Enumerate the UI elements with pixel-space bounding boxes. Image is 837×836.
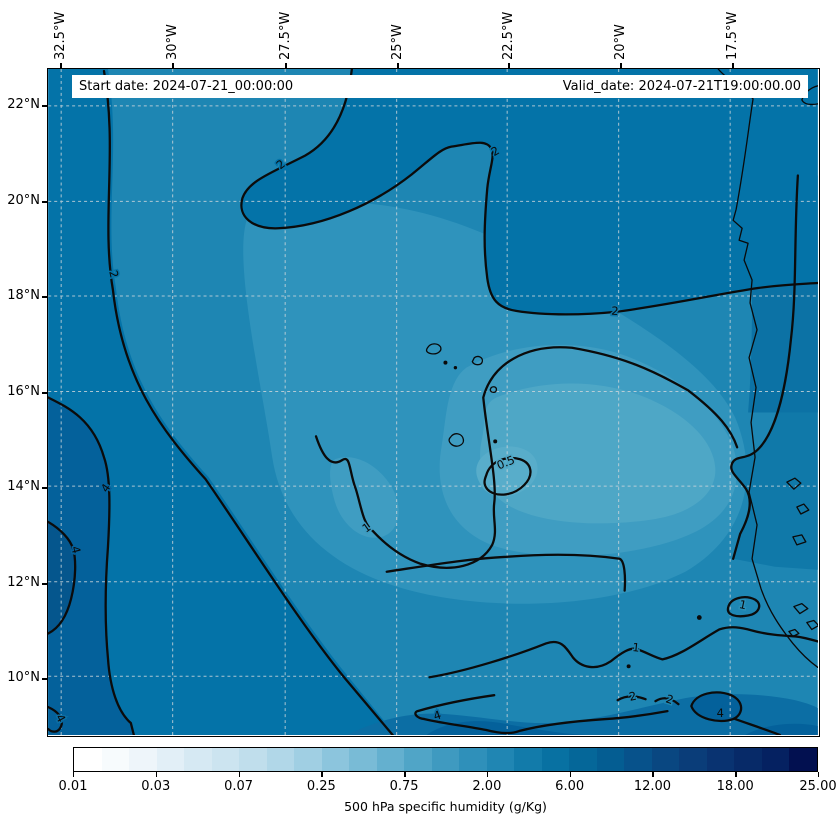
y-tick-label: 16°N [7,384,40,399]
colorbar-segment [184,748,212,771]
valid-date-text: Valid_date: 2024-07-21T19:00:00.00 [562,79,801,94]
colorbar-tick-mark [735,772,737,777]
colorbar-tick-mark [321,772,323,777]
colorbar-tick-label: 0.07 [224,779,254,794]
colorbar-segment [74,748,102,771]
colorbar-segment [129,748,157,771]
fill-light-regions [243,202,747,604]
y-tick-label: 20°N [7,193,40,208]
colorbar-tick-mark [73,772,75,777]
fill-coastal-right-inner [748,283,818,413]
colorbar-tick-mark [569,772,572,777]
colorbar-tick-mark [404,772,406,777]
contour-value-label: 1 [632,640,641,655]
colorbar-tick-label: 0.03 [141,779,171,794]
colorbar-tick-label: 2.00 [472,779,502,794]
x-tick-label: 27.5°W [278,11,293,60]
x-tick-mark [397,63,399,68]
y-tick-mark [42,296,47,298]
colorbar-tick-mark [818,772,820,777]
start-date-text: Start date: 2024-07-21_00:00:00 [79,79,294,94]
title-bar: Start date: 2024-07-21_00:00:00 Valid_da… [72,75,808,98]
colorbar-segment [624,748,652,771]
colorbar-tick-label: 6.00 [555,779,585,794]
y-tick-label: 18°N [7,288,40,303]
grid-lines [48,69,818,735]
x-tick-label: 32.5°W [53,11,68,60]
colorbar-segment [459,748,487,771]
colorbar-segment [596,748,625,771]
colorbar-segment [376,748,405,771]
y-tick-label: 22°N [7,97,40,112]
colorbar-tick-mark [652,772,654,777]
x-tick-label: 30°W [165,24,180,60]
colorbar-tick-label: 0.25 [306,779,336,794]
colorbar-segment [706,748,735,771]
y-tick-mark [42,201,47,203]
colorbar-segment [541,748,570,771]
x-tick-label: 17.5°W [725,11,740,60]
colorbar-segment [569,748,597,771]
colorbar-segment [514,748,542,771]
island-dots [443,360,702,669]
colorbar-tick-label: 12.00 [633,779,672,794]
colorbar-title: 500 hPa specific humidity (g/Kg) [344,799,547,814]
y-tick-label: 10°N [7,670,40,685]
y-tick-mark [42,392,47,394]
colorbar-segment [211,748,240,771]
colorbar-segment [761,748,790,771]
colorbar-segment [349,748,377,771]
colorbar-segment [651,748,680,771]
colorbar-tick-mark [238,772,240,777]
contour-value-label: 2 [611,304,619,318]
colorbar-tick-label: 18.00 [716,779,754,794]
colorbar-tick-label: 25.00 [799,779,837,794]
y-tick-label: 14°N [7,479,40,494]
colorbar [73,747,818,772]
x-tick-mark [60,63,62,68]
x-tick-mark [285,63,287,68]
y-tick-mark [42,487,47,489]
coastlines [425,69,818,668]
y-tick-mark [42,583,47,585]
x-tick-mark [732,63,734,68]
colorbar-tick-label: 0.01 [58,779,88,794]
colorbar-tick-mark [486,772,489,777]
contour-lines [48,69,818,735]
colorbar-segment [266,748,295,771]
colorbar-segment [321,748,350,771]
colorbar-segment [101,748,130,771]
y-tick-mark [42,105,47,107]
colorbar-segment [789,748,817,771]
colorbar-segment [679,748,707,771]
x-tick-mark [508,63,510,68]
contour-value-label: 4 [717,706,724,720]
x-tick-label: 22.5°W [501,11,516,60]
colorbar-segment [734,748,762,771]
x-tick-label: 25°W [390,24,405,60]
x-tick-mark [620,63,622,68]
colorbar-tick-label: 0.75 [389,779,419,794]
colorbar-segment [156,748,185,771]
x-tick-mark [172,63,174,68]
y-tick-mark [42,678,47,680]
y-tick-label: 12°N [7,575,40,590]
colorbar-segment [404,748,432,771]
map-plot-area: 2 2 2 2 0.5 1 1 1 4 4 4 4 4 2 2 [47,68,820,737]
colorbar-tick-mark [155,772,158,777]
colorbar-segment [239,748,267,771]
colorbar-segment [486,748,515,771]
colorbar-segment [294,748,322,771]
x-tick-label: 20°W [613,24,628,60]
colorbar-segment [431,748,460,771]
